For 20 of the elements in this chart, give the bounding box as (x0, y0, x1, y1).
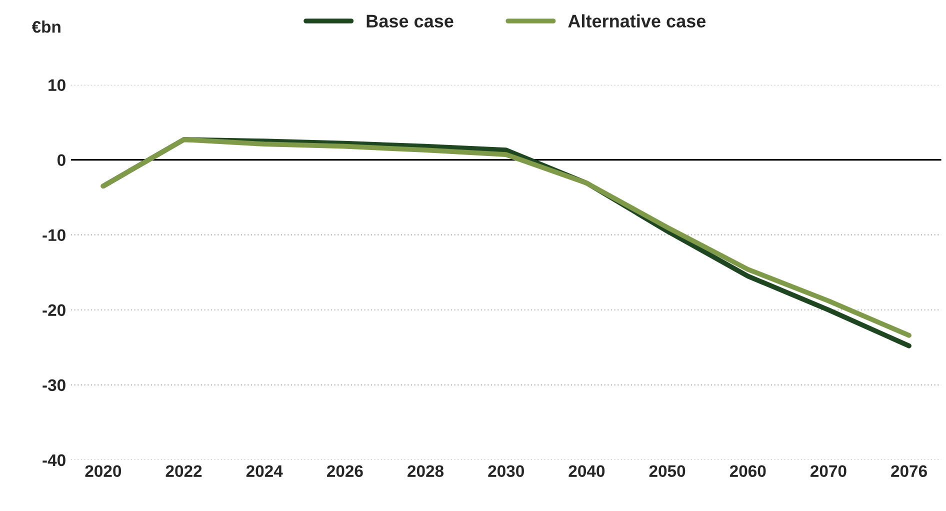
y-tick-label: -30 (42, 379, 66, 392)
x-tick-label: 2020 (85, 465, 122, 478)
y-tick-label: 10 (48, 79, 66, 92)
x-tick-label: 2026 (326, 465, 363, 478)
y-tick-label: 0 (57, 154, 66, 166)
y-axis-title: €bn (32, 20, 60, 33)
x-tick-label: 2024 (246, 465, 283, 478)
x-tick-label: 2040 (568, 465, 605, 478)
x-tick-label: 2076 (891, 465, 927, 478)
x-tick-label: 2028 (408, 465, 444, 478)
x-tick-label: 2022 (166, 465, 202, 478)
x-tick-label: 2050 (649, 465, 686, 478)
legend-label: Alternative case (568, 14, 706, 28)
legend-label: Base case (366, 14, 454, 28)
y-tick-label: -10 (42, 229, 66, 242)
y-tick-label: -20 (42, 304, 66, 316)
y-tick-label: -40 (42, 454, 66, 466)
x-tick-label: 2030 (488, 465, 524, 478)
x-tick-label: 2060 (730, 465, 766, 478)
x-tick-label: 2070 (810, 465, 846, 478)
